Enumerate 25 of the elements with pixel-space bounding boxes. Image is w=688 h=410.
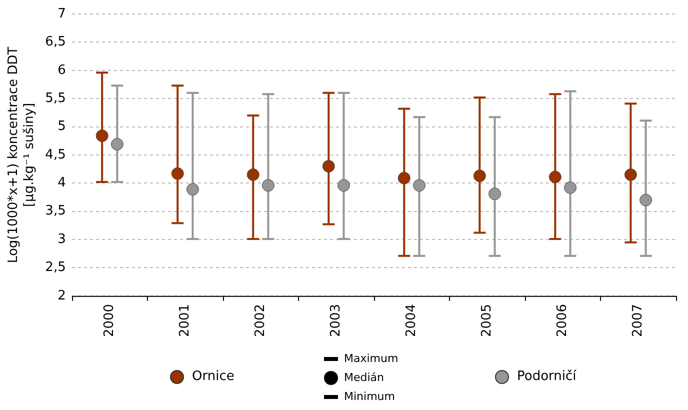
legend-label: Podorničí — [517, 369, 576, 384]
y-tick-label: 7 — [58, 6, 66, 22]
y-axis-title: Log(1000*x+1) koncentrace DDT [μg.kg⁻¹ sušiny] — [6, 46, 37, 264]
y-tick-label: 5 — [58, 119, 66, 134]
x-tick-label: 2004 — [404, 304, 420, 338]
y-tick-label: 6,5 — [45, 34, 66, 50]
y-tick-label: 5,5 — [45, 90, 66, 106]
x-tick-label: 2001 — [178, 304, 193, 338]
y-tick-label: 3 — [58, 232, 66, 247]
x-tick-label: 2000 — [102, 304, 118, 338]
y-tick-label: 3,5 — [45, 204, 66, 219]
y-tick-label: 6 — [58, 62, 66, 78]
y-tick-label: 2,5 — [45, 260, 66, 276]
y-tick-label: 2 — [58, 288, 66, 304]
x-tick-label: 2002 — [253, 304, 268, 338]
x-tick-label: 2006 — [555, 304, 570, 338]
text: Minimum — [344, 389, 395, 405]
y-tick-label: 4,5 — [45, 147, 66, 162]
text: Medián — [344, 370, 384, 386]
y-tick-label: 4 — [58, 176, 66, 191]
text: Maximum — [344, 351, 398, 367]
x-tick-label: 2007 — [630, 304, 646, 338]
x-tick-label: 2005 — [480, 304, 495, 338]
x-tick-label: 2003 — [328, 304, 344, 338]
legend-label: Ornice — [192, 369, 234, 384]
